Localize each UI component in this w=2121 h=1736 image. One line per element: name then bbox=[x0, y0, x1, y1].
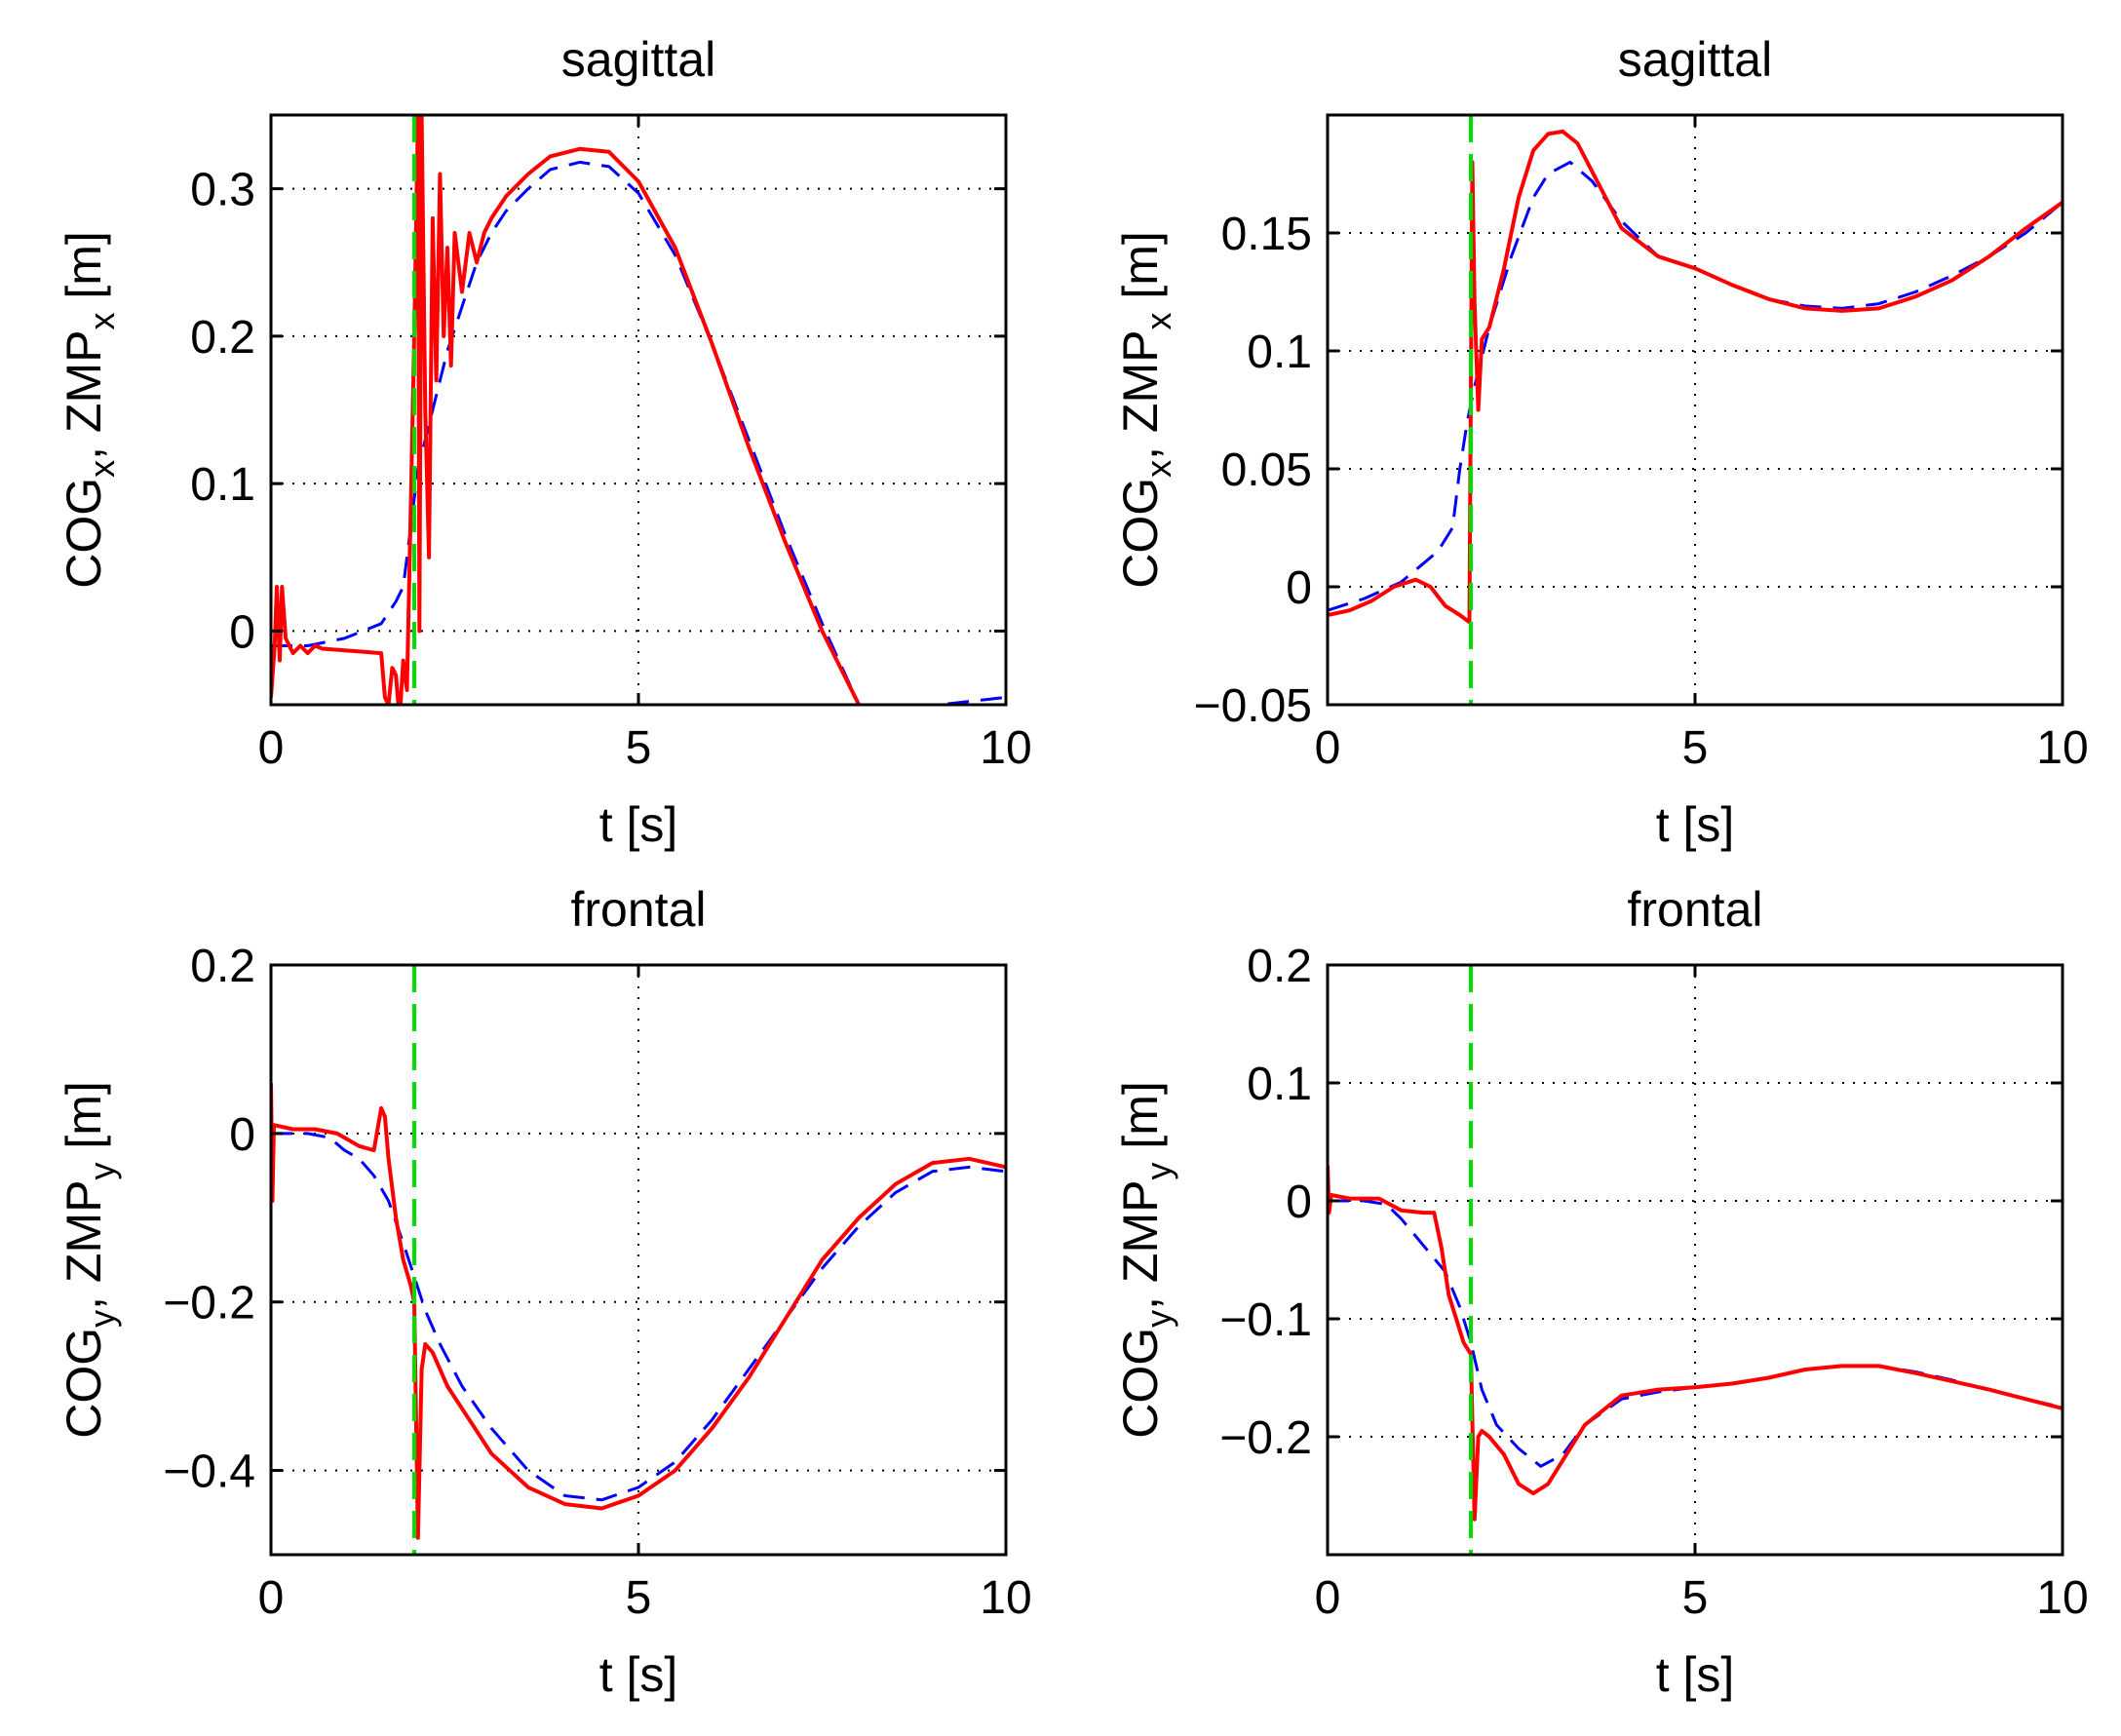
x-axis-label: t [s] bbox=[599, 797, 678, 852]
plot-area bbox=[1328, 965, 2063, 1555]
series-zmp-line bbox=[1328, 129, 2063, 625]
y-axis-label: COGy, ZMPy [m] bbox=[1113, 1081, 1178, 1439]
y-axis-label: COGx, ZMPx [m] bbox=[1113, 231, 1178, 589]
y-tick-label: −0.4 bbox=[163, 1447, 255, 1498]
x-tick-label: 5 bbox=[1682, 1572, 1709, 1624]
x-tick-label: 5 bbox=[1682, 722, 1709, 774]
y-tick-label: 0 bbox=[229, 606, 255, 658]
x-axis-label: t [s] bbox=[1656, 797, 1735, 852]
y-axis-label-part: x bbox=[1138, 460, 1178, 478]
y-tick-label: 0.2 bbox=[1247, 941, 1312, 992]
x-tick-label: 0 bbox=[258, 722, 285, 774]
y-tick-label: 0 bbox=[1286, 1177, 1312, 1228]
subplot-title: sagittal bbox=[561, 32, 715, 87]
y-axis-label-part: x bbox=[82, 313, 122, 330]
plot-area bbox=[1328, 115, 2063, 705]
x-tick-label: 10 bbox=[2036, 722, 2088, 774]
y-tick-label: −0.2 bbox=[1219, 1412, 1312, 1464]
subplot-title: sagittal bbox=[1618, 32, 1772, 87]
y-tick-label: 0.15 bbox=[1221, 209, 1312, 260]
y-tick-label: 0.3 bbox=[190, 165, 255, 216]
y-axis-label-part: , ZMP bbox=[57, 1180, 111, 1310]
series-cog-line bbox=[271, 1132, 1006, 1502]
y-axis-label-part: [m] bbox=[1113, 1081, 1168, 1162]
y-axis-label-part: , ZMP bbox=[57, 330, 111, 460]
y-axis-label-part: y bbox=[82, 1163, 122, 1180]
plot-area bbox=[271, 115, 1006, 705]
series-cog-line bbox=[271, 160, 1006, 705]
y-tick-label: 0.05 bbox=[1221, 444, 1312, 496]
y-tick-label: −0.05 bbox=[1194, 680, 1312, 732]
y-tick-label: −0.1 bbox=[1219, 1294, 1312, 1346]
x-axis-label: t [s] bbox=[1656, 1647, 1735, 1702]
y-axis-label-part: y bbox=[1138, 1310, 1178, 1328]
subplot-title: frontal bbox=[1628, 882, 1763, 937]
x-tick-label: 10 bbox=[980, 722, 1031, 774]
x-axis-label: t [s] bbox=[599, 1647, 678, 1702]
y-axis-label-part: x bbox=[1138, 313, 1178, 330]
x-tick-label: 0 bbox=[1315, 722, 1341, 774]
x-tick-label: 0 bbox=[1315, 1572, 1341, 1624]
y-axis-label-part: , ZMP bbox=[1113, 1180, 1168, 1310]
x-tick-label: 10 bbox=[980, 1572, 1031, 1624]
y-axis-label-part: x bbox=[82, 460, 122, 478]
x-tick-label: 0 bbox=[258, 1572, 285, 1624]
y-axis-label-part: COG bbox=[57, 1328, 111, 1439]
x-tick-label: 5 bbox=[626, 1572, 652, 1624]
y-axis-label-part: [m] bbox=[57, 1081, 111, 1162]
y-tick-label: 0.2 bbox=[190, 941, 255, 992]
y-axis-label-part: y bbox=[1138, 1163, 1178, 1180]
y-axis-label-part: [m] bbox=[57, 231, 111, 312]
y-tick-label: −0.2 bbox=[163, 1278, 255, 1330]
series-zmp-line bbox=[271, 1082, 1006, 1540]
y-axis-label-part: COG bbox=[1113, 1328, 1168, 1439]
subplot-title: frontal bbox=[571, 882, 707, 937]
y-tick-label: 0 bbox=[229, 1109, 255, 1161]
y-axis-label-part: [m] bbox=[1113, 231, 1168, 312]
y-tick-label: 0.2 bbox=[190, 312, 255, 364]
y-axis-label-part: COG bbox=[1113, 478, 1168, 589]
y-axis-label-part: COG bbox=[57, 478, 111, 589]
x-tick-label: 5 bbox=[626, 722, 652, 774]
y-axis-label-part: , ZMP bbox=[1113, 330, 1168, 460]
y-tick-label: 0.1 bbox=[190, 459, 255, 511]
series-cog-line bbox=[1328, 160, 2063, 612]
series-zmp-line bbox=[1328, 1165, 2063, 1522]
y-tick-label: 0 bbox=[1286, 562, 1312, 614]
x-tick-label: 10 bbox=[2036, 1572, 2088, 1624]
y-tick-label: 0.1 bbox=[1247, 327, 1312, 378]
plot-area bbox=[271, 965, 1006, 1555]
y-axis-label: COGx, ZMPx [m] bbox=[57, 231, 122, 589]
series-zmp-line bbox=[271, 115, 861, 705]
y-axis-label-part: y bbox=[82, 1310, 122, 1328]
y-axis-label: COGy, ZMPy [m] bbox=[57, 1081, 122, 1439]
y-tick-label: 0.1 bbox=[1247, 1059, 1312, 1110]
